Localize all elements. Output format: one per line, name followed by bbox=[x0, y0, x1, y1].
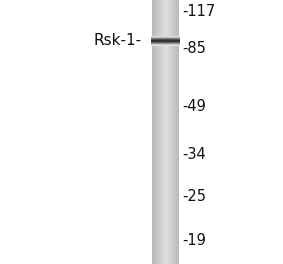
Bar bbox=[175, 0, 176, 264]
Bar bbox=[151, 44, 180, 45]
Bar bbox=[173, 0, 174, 264]
Bar bbox=[151, 43, 180, 44]
Bar bbox=[164, 0, 165, 264]
Bar bbox=[170, 0, 171, 264]
Bar bbox=[151, 36, 180, 37]
Bar bbox=[151, 40, 180, 41]
Bar bbox=[157, 0, 158, 264]
Bar bbox=[156, 0, 157, 264]
Bar bbox=[167, 0, 168, 264]
Bar bbox=[158, 0, 159, 264]
Bar bbox=[176, 0, 177, 264]
Bar bbox=[153, 0, 154, 264]
Bar bbox=[163, 0, 164, 264]
Bar bbox=[151, 39, 180, 40]
Bar bbox=[168, 0, 169, 264]
Bar bbox=[160, 0, 161, 264]
Bar bbox=[152, 0, 153, 264]
Bar bbox=[151, 37, 180, 38]
Bar bbox=[154, 0, 155, 264]
Bar bbox=[165, 0, 166, 264]
Bar bbox=[170, 0, 171, 264]
Bar bbox=[155, 0, 156, 264]
Bar bbox=[174, 0, 175, 264]
Bar bbox=[151, 41, 180, 42]
Bar bbox=[151, 37, 180, 38]
Bar bbox=[177, 0, 178, 264]
Bar bbox=[159, 0, 160, 264]
Bar bbox=[160, 0, 161, 264]
Bar bbox=[166, 0, 167, 264]
Bar bbox=[174, 0, 175, 264]
Bar bbox=[162, 0, 163, 264]
Bar bbox=[172, 0, 173, 264]
Bar bbox=[178, 0, 179, 264]
Text: -25: -25 bbox=[183, 189, 207, 204]
Bar bbox=[167, 0, 168, 264]
Text: -19: -19 bbox=[183, 233, 206, 248]
Bar bbox=[151, 45, 180, 46]
Bar bbox=[151, 45, 180, 46]
Bar bbox=[153, 0, 154, 264]
Bar bbox=[176, 0, 177, 264]
Bar bbox=[151, 38, 180, 39]
Bar bbox=[173, 0, 174, 264]
Bar bbox=[157, 0, 158, 264]
Bar bbox=[164, 0, 165, 264]
Bar bbox=[162, 0, 163, 264]
Bar bbox=[172, 0, 173, 264]
Text: -117: -117 bbox=[183, 4, 216, 19]
Bar bbox=[151, 36, 180, 37]
Bar bbox=[154, 0, 155, 264]
Bar bbox=[151, 42, 180, 43]
Bar bbox=[171, 0, 172, 264]
Bar bbox=[151, 42, 180, 43]
Bar bbox=[165, 0, 166, 264]
Text: Rsk-1-: Rsk-1- bbox=[93, 34, 142, 48]
Bar bbox=[158, 0, 159, 264]
Bar bbox=[169, 0, 170, 264]
Text: -85: -85 bbox=[183, 41, 206, 56]
Bar bbox=[156, 0, 157, 264]
Text: -34: -34 bbox=[183, 147, 206, 162]
Bar bbox=[151, 41, 180, 42]
Bar bbox=[177, 0, 178, 264]
Text: -49: -49 bbox=[183, 100, 206, 114]
Bar bbox=[178, 0, 179, 264]
Bar bbox=[151, 40, 180, 41]
Bar bbox=[169, 0, 170, 264]
Bar bbox=[163, 0, 164, 264]
Bar bbox=[171, 0, 172, 264]
Bar bbox=[151, 44, 180, 45]
Bar bbox=[168, 0, 169, 264]
Bar bbox=[155, 0, 156, 264]
Bar bbox=[151, 39, 180, 40]
Bar bbox=[161, 0, 162, 264]
Bar bbox=[161, 0, 162, 264]
Bar bbox=[151, 43, 180, 44]
